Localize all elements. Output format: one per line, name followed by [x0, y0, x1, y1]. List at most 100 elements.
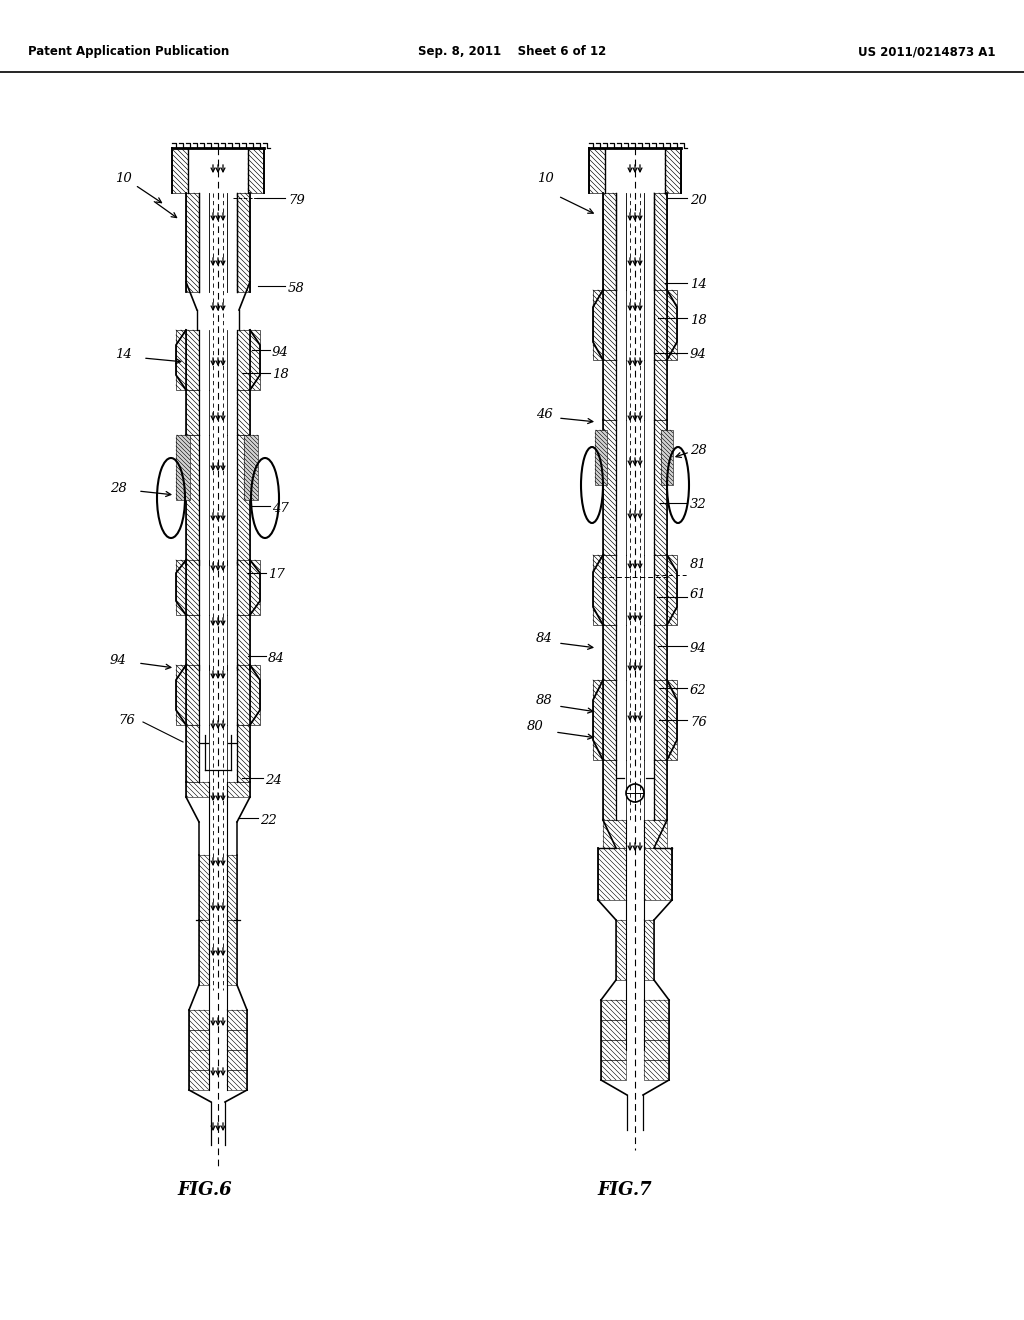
Bar: [667, 554, 677, 624]
Text: 76: 76: [690, 715, 707, 729]
Bar: [186, 615, 199, 671]
Text: 80: 80: [527, 721, 544, 734]
Bar: [244, 436, 258, 500]
Text: US 2011/0214873 A1: US 2011/0214873 A1: [858, 45, 996, 58]
Bar: [186, 725, 199, 781]
Bar: [654, 624, 667, 680]
Text: 58: 58: [288, 281, 305, 294]
Bar: [654, 420, 667, 554]
Text: 88: 88: [536, 693, 553, 706]
Bar: [593, 680, 603, 760]
Text: Sep. 8, 2011    Sheet 6 of 12: Sep. 8, 2011 Sheet 6 of 12: [418, 45, 606, 58]
Bar: [250, 560, 260, 615]
Bar: [626, 360, 644, 420]
Bar: [598, 847, 626, 900]
Bar: [209, 665, 227, 725]
Bar: [603, 420, 616, 554]
Bar: [237, 436, 250, 565]
Text: 84: 84: [536, 631, 553, 644]
Text: 28: 28: [110, 482, 127, 495]
Text: 94: 94: [110, 653, 127, 667]
Bar: [176, 560, 186, 615]
Bar: [644, 820, 667, 847]
Bar: [601, 1001, 626, 1080]
Text: 46: 46: [536, 408, 553, 421]
Bar: [644, 920, 654, 979]
Bar: [186, 560, 199, 615]
Bar: [250, 330, 260, 389]
Bar: [667, 680, 677, 760]
Bar: [209, 436, 227, 565]
Text: 61: 61: [690, 589, 707, 602]
Text: 10: 10: [115, 172, 132, 185]
Bar: [176, 330, 186, 389]
Text: 84: 84: [268, 652, 285, 664]
Text: 24: 24: [265, 774, 282, 787]
Bar: [237, 665, 250, 725]
Bar: [603, 760, 616, 820]
Text: 47: 47: [272, 502, 289, 515]
Bar: [186, 665, 199, 725]
Bar: [227, 781, 250, 797]
Text: 17: 17: [268, 569, 285, 582]
Text: 81: 81: [690, 558, 707, 572]
Bar: [626, 290, 644, 360]
Text: 94: 94: [272, 346, 289, 359]
Bar: [654, 554, 667, 624]
Bar: [237, 389, 250, 436]
Text: 10: 10: [537, 172, 554, 185]
Bar: [227, 855, 237, 920]
Bar: [186, 436, 199, 565]
Bar: [603, 290, 616, 360]
Text: FIG.6: FIG.6: [178, 1181, 232, 1199]
Text: 14: 14: [115, 348, 132, 362]
Text: 18: 18: [690, 314, 707, 326]
Bar: [172, 148, 188, 193]
Text: 76: 76: [118, 714, 135, 726]
Bar: [237, 560, 250, 615]
Bar: [209, 615, 227, 671]
Bar: [603, 554, 616, 624]
Bar: [199, 920, 209, 985]
Text: 22: 22: [260, 813, 276, 826]
Bar: [237, 725, 250, 781]
Bar: [654, 680, 667, 760]
Bar: [209, 560, 227, 615]
Text: 94: 94: [690, 642, 707, 655]
Bar: [189, 1010, 209, 1090]
Bar: [593, 554, 603, 624]
Bar: [227, 920, 237, 985]
Bar: [603, 624, 616, 680]
Bar: [644, 847, 672, 900]
Bar: [626, 420, 644, 554]
Bar: [199, 855, 209, 920]
Bar: [209, 389, 227, 436]
Bar: [209, 193, 227, 292]
Bar: [186, 389, 199, 436]
Bar: [237, 330, 250, 389]
Bar: [665, 148, 681, 193]
Bar: [237, 615, 250, 671]
Text: Patent Application Publication: Patent Application Publication: [28, 45, 229, 58]
Bar: [616, 920, 626, 979]
Text: 62: 62: [690, 684, 707, 697]
Bar: [595, 430, 607, 484]
Bar: [250, 665, 260, 725]
Bar: [667, 290, 677, 360]
Bar: [248, 148, 264, 193]
Text: 14: 14: [690, 279, 707, 292]
Bar: [209, 725, 227, 781]
Text: 79: 79: [288, 194, 305, 206]
Bar: [644, 1001, 669, 1080]
Bar: [626, 554, 644, 624]
Bar: [626, 193, 644, 290]
Bar: [209, 330, 227, 389]
Bar: [186, 330, 199, 389]
Bar: [626, 624, 644, 680]
Text: 18: 18: [272, 368, 289, 381]
Bar: [654, 193, 667, 290]
Bar: [654, 760, 667, 820]
Bar: [176, 436, 190, 500]
Bar: [603, 360, 616, 420]
Text: 28: 28: [690, 444, 707, 457]
